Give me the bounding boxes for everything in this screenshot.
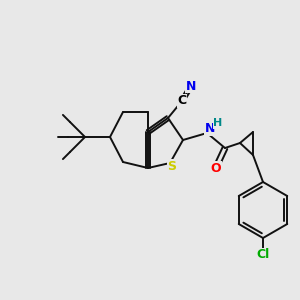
Text: Cl: Cl (256, 248, 270, 262)
Text: H: H (213, 118, 223, 128)
Text: N: N (186, 80, 196, 92)
Text: N: N (205, 122, 215, 136)
Text: O: O (211, 161, 221, 175)
Text: S: S (167, 160, 176, 172)
Text: C: C (177, 94, 187, 107)
